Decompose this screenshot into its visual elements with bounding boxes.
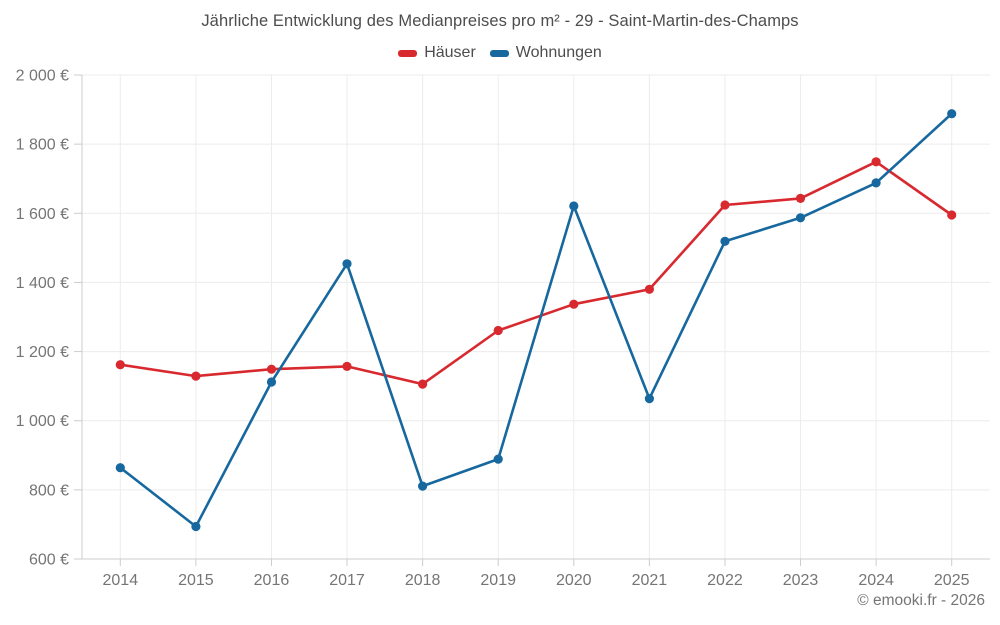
- data-point: [493, 325, 503, 336]
- x-axis-tick-label: 2014: [103, 572, 139, 589]
- y-axis-tick-label: 1 800 €: [16, 137, 69, 154]
- data-point: [191, 521, 201, 532]
- data-point: [947, 210, 957, 220]
- data-point: [569, 201, 579, 211]
- x-axis-tick-label: 2021: [632, 572, 668, 589]
- legend-label-wohnungen: Wohnungen: [515, 44, 602, 61]
- data-point: [720, 200, 730, 210]
- data-point: [871, 157, 881, 167]
- data-point: [493, 454, 503, 464]
- data-point: [115, 463, 125, 473]
- data-point: [418, 481, 428, 491]
- y-axis-tick-label: 800 €: [29, 482, 69, 499]
- x-axis-tick-label: 2019: [480, 572, 516, 589]
- x-axis-tick-label: 2018: [405, 572, 441, 589]
- legend-item-haeuser[interactable]: Häuser: [398, 44, 476, 62]
- x-axis-tick-label: 2016: [254, 572, 290, 589]
- data-point: [342, 361, 352, 371]
- legend-label-haeuser: Häuser: [424, 44, 476, 61]
- data-point: [947, 109, 957, 119]
- data-point: [266, 377, 277, 387]
- legend-item-wohnungen[interactable]: Wohnungen: [489, 44, 602, 62]
- x-axis-tick-label: 2024: [858, 572, 894, 589]
- gridlines: [82, 74, 990, 559]
- x-axis-tick-label: 2022: [707, 572, 743, 589]
- data-point: [795, 193, 806, 203]
- data-point: [342, 259, 352, 269]
- x-axis-tick-label: 2023: [783, 572, 819, 589]
- data-point: [569, 299, 579, 309]
- data-point: [644, 394, 655, 404]
- y-axis-tick-label: 2 000 €: [16, 68, 69, 85]
- x-axis-tick-label: 2015: [178, 572, 214, 589]
- chart-footer-credit: © emooki.fr - 2026: [857, 592, 985, 609]
- data-point: [266, 364, 277, 374]
- data-point: [871, 178, 881, 188]
- chart-legend: Häuser Wohnungen: [0, 44, 1000, 62]
- y-axis-tick-label: 1 200 €: [16, 344, 69, 361]
- data-point: [644, 284, 655, 294]
- data-point: [720, 236, 730, 246]
- chart-title: Jährliche Entwicklung des Medianpreises …: [201, 12, 799, 30]
- axes: [74, 74, 990, 566]
- series-haeuser: [115, 157, 957, 389]
- data-point: [418, 379, 428, 389]
- x-axis-tick-label: 2020: [556, 572, 592, 589]
- y-axis-tick-label: 1 000 €: [16, 413, 69, 430]
- y-axis-tick-label: 600 €: [29, 552, 69, 569]
- axis-labels: 600 € 800 € 1 000 € 1 200 € 1 400 € 1 600 € 1 …: [16, 68, 970, 590]
- x-axis-tick-label: 2017: [329, 572, 365, 589]
- legend-swatch-wohnungen: [489, 49, 509, 57]
- data-point: [191, 371, 201, 381]
- y-axis-tick-label: 1 400 €: [16, 275, 69, 292]
- x-axis-tick-label: 2025: [934, 572, 970, 589]
- data-point: [795, 213, 806, 223]
- series-line: [119, 160, 954, 386]
- series-line: [119, 112, 954, 528]
- legend-swatch-haeuser: [398, 49, 418, 57]
- series-wohnungen: [115, 109, 957, 532]
- y-axis-tick-label: 1 600 €: [16, 206, 69, 223]
- data-point: [115, 360, 125, 370]
